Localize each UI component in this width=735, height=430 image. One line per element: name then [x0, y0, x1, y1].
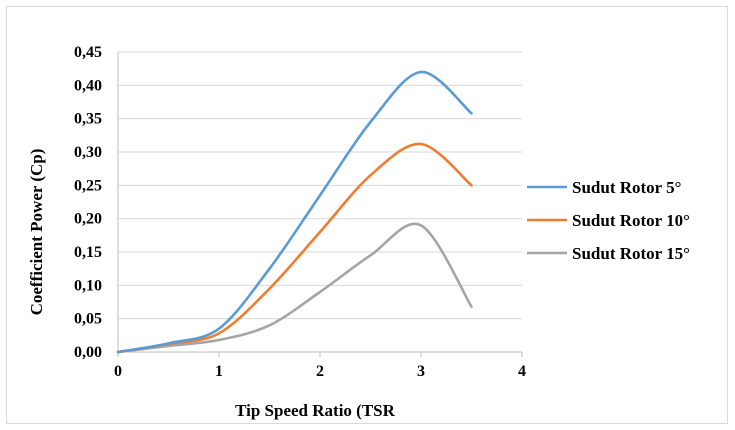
y-tick-label-2: 0,10	[74, 277, 102, 294]
y-tick-label-6: 0,30	[74, 144, 102, 161]
x-tick-label-4: 4	[518, 363, 526, 380]
legend-label-2: Sudut Rotor 10°	[572, 211, 690, 230]
y-tick-label-3: 0,15	[74, 244, 102, 261]
y-tick-label-5: 0,25	[74, 177, 102, 194]
legend: Sudut Rotor 5° Sudut Rotor 10° Sudut Rotor…	[527, 178, 690, 263]
legend-label-1: Sudut Rotor 5°	[572, 178, 681, 197]
y-tick-labels: 0,00 0,05 0,10 0,15 0,20 0,25 0,30 0,35 0,40 0,45	[74, 44, 102, 361]
x-tick-label-3: 3	[417, 363, 425, 380]
series-line-1	[116, 70, 473, 354]
x-tick-label-2: 2	[316, 363, 324, 380]
axes	[117, 52, 523, 357]
series-lines	[116, 70, 473, 354]
gridlines	[118, 51, 522, 320]
y-tick-label-4: 0,20	[74, 211, 102, 228]
y-tick-label-8: 0,40	[74, 77, 102, 94]
series-line-3	[116, 222, 473, 354]
x-tick-label-1: 1	[215, 363, 223, 380]
y-axis-label: Coefficient Power (Cp)	[27, 149, 46, 316]
y-tick-label-0: 0,00	[74, 344, 102, 361]
y-tick-label-9: 0,45	[74, 44, 102, 61]
chart-area	[6, 6, 728, 424]
y-tick-label-1: 0,05	[74, 311, 102, 328]
legend-label-3: Sudut Rotor 15°	[572, 244, 690, 263]
x-tick-labels: 0 1 2 3 4	[114, 363, 526, 380]
x-tick-label-0: 0	[114, 363, 122, 380]
series-line-2	[116, 142, 473, 354]
x-axis-label: Tip Speed Ratio (TSR	[235, 401, 396, 420]
y-tick-label-7: 0,35	[74, 111, 102, 128]
